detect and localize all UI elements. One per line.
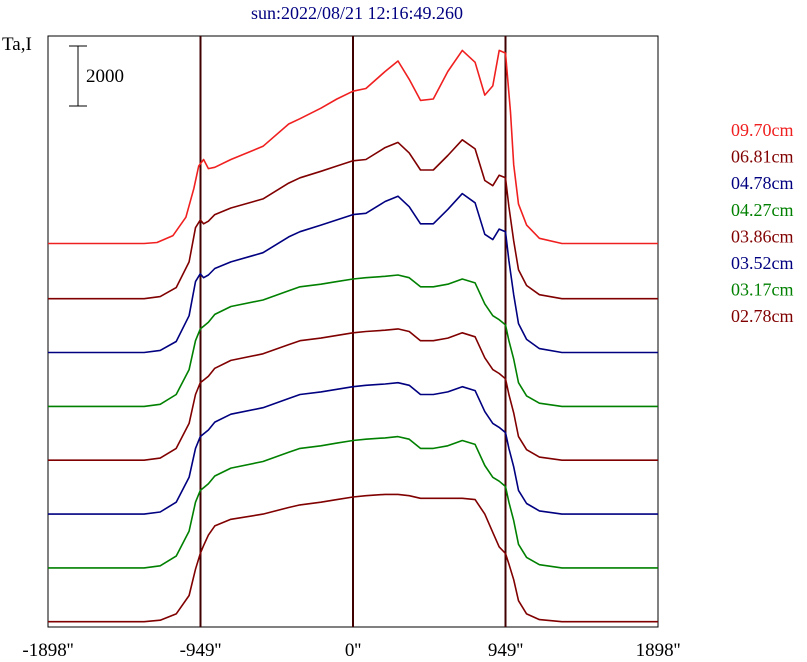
x-tick-label-2: 0'' bbox=[345, 640, 361, 661]
legend-entry-5: 03.52cm bbox=[731, 253, 794, 273]
series-line-4 bbox=[48, 328, 658, 461]
scale-bar-label: 2000 bbox=[86, 66, 124, 87]
legend-entry-1: 06.81cm bbox=[731, 147, 794, 167]
y-axis-label: Ta,I bbox=[2, 34, 32, 55]
legend: 09.70cm 06.81cm 04.78cm 04.27cm 03.86cm 03.52… bbox=[731, 120, 794, 326]
legend-entry-7: 02.78cm bbox=[731, 306, 794, 326]
series-lines bbox=[48, 49, 658, 623]
x-tick-label-3: 949'' bbox=[488, 640, 523, 661]
legend-entry-0: 09.70cm bbox=[731, 120, 794, 140]
chart-title: sun:2022/08/21 12:16:49.260 bbox=[251, 3, 463, 23]
x-tick-label-1: -949'' bbox=[180, 640, 222, 661]
series-line-7 bbox=[48, 493, 658, 623]
legend-entry-2: 04.78cm bbox=[731, 173, 794, 193]
legend-entry-4: 03.86cm bbox=[731, 226, 794, 246]
series-line-6 bbox=[48, 435, 658, 569]
x-tick-label-4: 1898'' bbox=[636, 640, 681, 661]
series-line-2 bbox=[48, 192, 658, 354]
x-tick-label-0: -1898'' bbox=[22, 640, 73, 661]
scale-bar bbox=[69, 45, 87, 107]
series-line-5 bbox=[48, 381, 658, 515]
series-line-1 bbox=[48, 139, 658, 300]
series-line-3 bbox=[48, 274, 658, 408]
legend-entry-3: 04.27cm bbox=[731, 200, 794, 220]
vertical-markers bbox=[199, 36, 507, 627]
series-line-0 bbox=[48, 49, 658, 245]
x-tick-labels: -1898'' -949'' 0'' 949'' 1898'' bbox=[22, 640, 680, 661]
legend-entry-6: 03.17cm bbox=[731, 280, 794, 300]
